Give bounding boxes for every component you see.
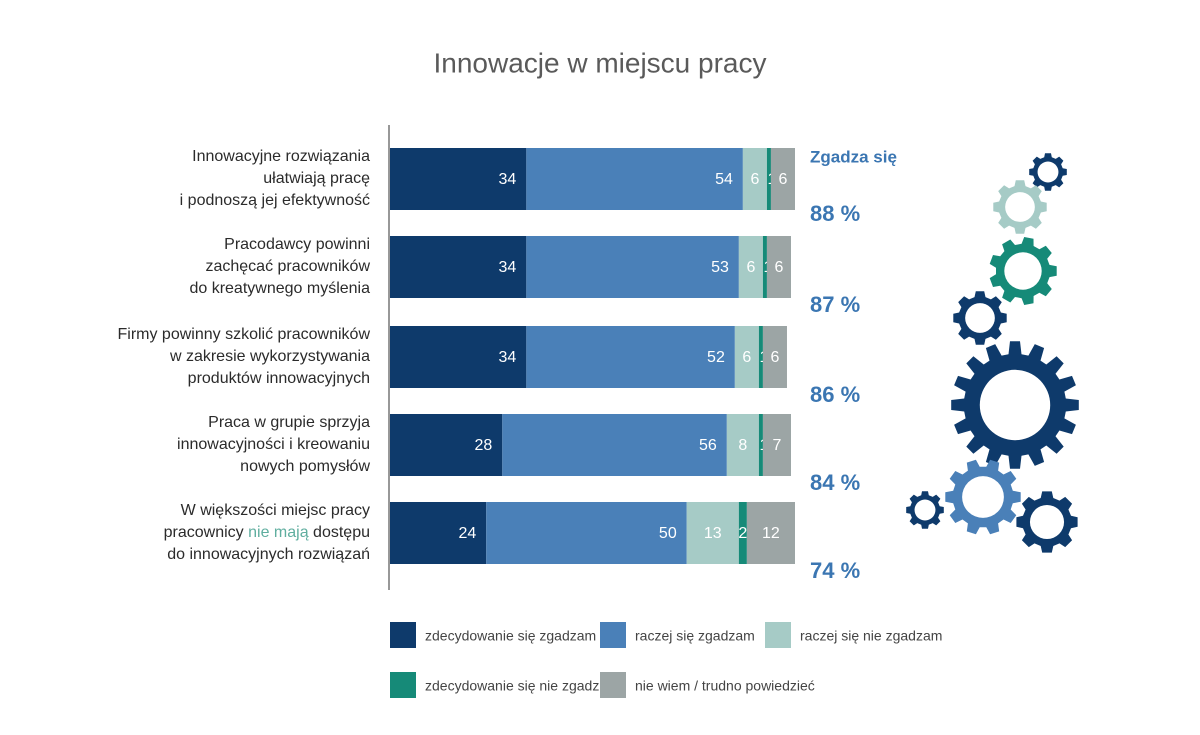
bar-segment bbox=[758, 326, 763, 388]
data-label: 13 bbox=[704, 525, 722, 542]
gear-hole bbox=[1005, 192, 1035, 222]
legend-swatch bbox=[390, 622, 416, 648]
legend-label: zdecydowanie się zgadzam bbox=[425, 628, 596, 644]
category-label: nowych pomysłów bbox=[240, 458, 370, 475]
category-label-part: nie mają bbox=[248, 524, 309, 541]
bar-segment bbox=[742, 148, 767, 210]
legend-label: zdecydowanie się nie zgadzam bbox=[425, 678, 619, 694]
bar-segment bbox=[762, 326, 787, 388]
bar-segment bbox=[526, 236, 739, 298]
category-label: Praca w grupie sprzyja bbox=[208, 414, 370, 431]
bar-segment bbox=[390, 326, 527, 388]
bar-segment bbox=[686, 502, 739, 564]
bar-segment bbox=[758, 414, 763, 476]
bar-segment bbox=[486, 502, 687, 564]
data-label: 54 bbox=[715, 171, 733, 188]
bar-segment bbox=[526, 326, 735, 388]
category-label: Pracodawcy powinni bbox=[224, 236, 370, 253]
data-label: 6 bbox=[779, 171, 788, 188]
data-label: 7 bbox=[773, 437, 782, 454]
bar-segment bbox=[734, 326, 759, 388]
gear-hole bbox=[979, 369, 1051, 441]
agree-total: 74 % bbox=[810, 558, 860, 583]
category-label: innowacyjności i kreowaniu bbox=[177, 436, 370, 453]
bar-segment bbox=[390, 148, 527, 210]
data-label: 34 bbox=[499, 259, 517, 276]
legend-label: raczej się zgadzam bbox=[635, 628, 755, 644]
agree-total: 86 % bbox=[810, 382, 860, 407]
data-label: 6 bbox=[750, 171, 759, 188]
gear-hole bbox=[1029, 504, 1065, 540]
bar-segment bbox=[738, 502, 747, 564]
data-label: 6 bbox=[746, 259, 755, 276]
bar-segment bbox=[738, 236, 763, 298]
category-label: pracownicy nie mają dostępu bbox=[164, 524, 370, 541]
agree-title: Zgadza się bbox=[810, 147, 897, 166]
gear-hole bbox=[962, 476, 1004, 518]
bar-segment bbox=[746, 502, 795, 564]
bar-segment bbox=[526, 148, 743, 210]
data-label: 53 bbox=[711, 259, 729, 276]
bar-segment bbox=[766, 236, 791, 298]
bar-segment bbox=[390, 502, 487, 564]
legend-swatch bbox=[390, 672, 416, 698]
category-label: Innowacyjne rozwiązania bbox=[192, 148, 370, 165]
legend-swatch bbox=[600, 622, 626, 648]
category-label-part: pracownicy bbox=[164, 524, 248, 541]
data-label: 50 bbox=[659, 525, 677, 542]
gear-hole bbox=[1037, 161, 1059, 183]
data-label: 28 bbox=[474, 437, 492, 454]
data-label: 8 bbox=[738, 437, 747, 454]
agree-total: 88 % bbox=[810, 201, 860, 226]
bar-segment bbox=[390, 236, 527, 298]
data-label: 12 bbox=[762, 525, 780, 542]
data-label: 34 bbox=[499, 349, 517, 366]
agree-total: 84 % bbox=[810, 470, 860, 495]
legend-swatch bbox=[765, 622, 791, 648]
data-label: 2 bbox=[738, 525, 747, 542]
bar-segment bbox=[766, 148, 771, 210]
category-label: Firmy powinny szkolić pracowników bbox=[117, 326, 370, 343]
category-label: produktów innowacyjnych bbox=[188, 370, 370, 387]
data-label: 34 bbox=[499, 171, 517, 188]
gear-hole bbox=[1004, 252, 1042, 290]
chart-title: Innowacje w miejscu pracy bbox=[433, 47, 766, 78]
category-label: ułatwiają pracę bbox=[263, 170, 370, 187]
legend-label: raczej się nie zgadzam bbox=[800, 628, 942, 644]
category-label: zachęcać pracowników bbox=[205, 258, 370, 275]
bar-segment bbox=[770, 148, 795, 210]
gear-hole bbox=[914, 499, 936, 521]
bar-segment bbox=[726, 414, 759, 476]
data-label: 6 bbox=[742, 349, 751, 366]
bar-segment bbox=[390, 414, 503, 476]
bar-segment bbox=[762, 236, 767, 298]
data-label: 56 bbox=[699, 437, 717, 454]
legend-label: nie wiem / trudno powiedzieć bbox=[635, 678, 815, 694]
category-label-part: dostępu bbox=[309, 524, 370, 541]
legend-swatch bbox=[600, 672, 626, 698]
data-label: 24 bbox=[458, 525, 476, 542]
agree-total: 87 % bbox=[810, 292, 860, 317]
data-label: 52 bbox=[707, 349, 725, 366]
data-label: 6 bbox=[775, 259, 784, 276]
data-label: 6 bbox=[770, 349, 779, 366]
category-label: w zakresie wykorzystywania bbox=[169, 348, 370, 365]
category-label: do kreatywnego myślenia bbox=[189, 280, 370, 297]
category-label: do innowacyjnych rozwiązań bbox=[167, 546, 370, 563]
category-label: W większości miejsc pracy bbox=[181, 502, 370, 519]
gear-hole bbox=[965, 303, 995, 333]
category-label: i podnoszą jej efektywność bbox=[180, 192, 370, 209]
bar-segment bbox=[762, 414, 791, 476]
bar-segment bbox=[502, 414, 727, 476]
